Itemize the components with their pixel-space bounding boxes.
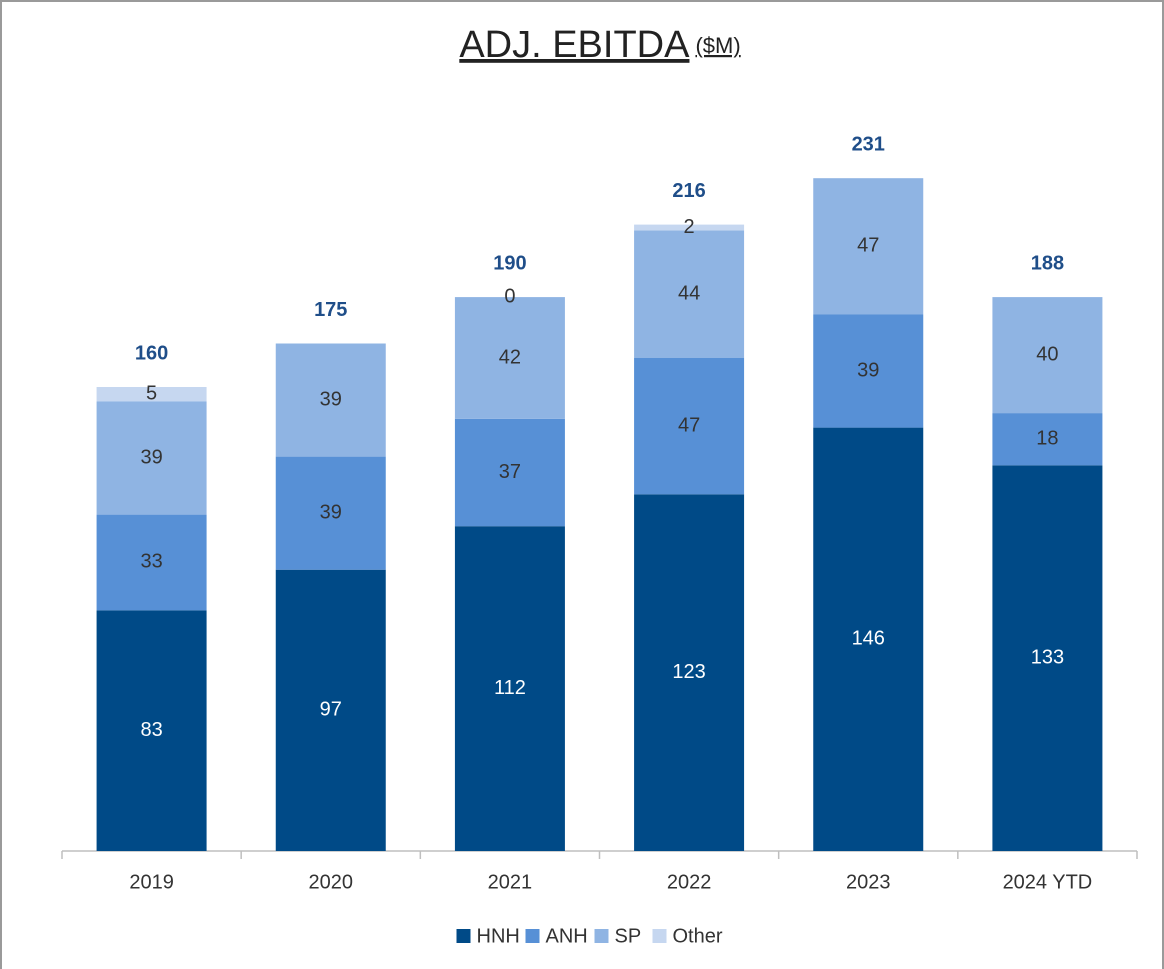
bar-segment — [634, 224, 745, 231]
bar-segment — [96, 401, 207, 515]
bar-segment — [634, 230, 745, 358]
chart-title: ADJ. EBITDA ($M) — [459, 24, 740, 66]
x-tick-label: 2019 — [129, 871, 174, 893]
data-label: 33 — [140, 551, 162, 573]
bar-segment — [454, 418, 565, 527]
total-label: 190 — [493, 252, 526, 274]
bar-segment — [813, 427, 924, 851]
total-label: 175 — [314, 299, 347, 321]
title-unit: ($M) — [695, 33, 740, 58]
bar-segment — [96, 387, 207, 402]
legend-label: HNH — [477, 925, 520, 947]
bar-segment — [992, 465, 1103, 851]
data-label: 39 — [320, 501, 342, 523]
legend-swatch — [652, 929, 667, 943]
x-tick-label: 2021 — [488, 871, 533, 893]
legend-swatch — [456, 929, 471, 943]
data-label: 39 — [140, 446, 162, 468]
data-label: 39 — [320, 388, 342, 410]
bar-segment — [275, 456, 386, 570]
data-label: 2 — [684, 216, 695, 238]
total-label: 231 — [852, 133, 885, 155]
bar-segment — [992, 297, 1103, 414]
bar-segment — [454, 526, 565, 851]
legend-swatch — [594, 929, 609, 943]
data-label: 0 — [504, 285, 515, 307]
total-label: 216 — [672, 180, 705, 202]
x-tick-label: 2022 — [667, 871, 712, 893]
data-label: 123 — [672, 661, 705, 683]
data-label: 42 — [499, 346, 521, 368]
data-label: 97 — [320, 699, 342, 721]
total-label: 188 — [1031, 252, 1064, 274]
bar-segment — [813, 178, 924, 315]
bar-segment — [813, 314, 924, 428]
bar-segment — [634, 358, 745, 495]
data-label: 5 — [146, 383, 157, 405]
x-tick-label: 2024 YTD — [1003, 871, 1093, 893]
bar-segment — [454, 297, 565, 419]
bar-segment — [634, 494, 745, 851]
x-tick-label: 2020 — [309, 871, 354, 893]
bar-segment — [275, 569, 386, 851]
data-label: 133 — [1031, 646, 1064, 668]
legend-label: Other — [673, 925, 723, 947]
data-label: 112 — [494, 677, 526, 699]
data-label: 39 — [857, 359, 879, 381]
data-label: 37 — [499, 461, 521, 483]
x-tick-label: 2023 — [846, 871, 891, 893]
total-label: 160 — [135, 342, 168, 364]
bar-segment — [96, 514, 207, 611]
data-label: 47 — [857, 235, 879, 257]
legend-label: ANH — [546, 925, 588, 947]
data-label: 44 — [678, 282, 700, 304]
title-main: ADJ. EBITDA — [459, 24, 690, 66]
data-label: 146 — [852, 628, 885, 650]
bar-segment — [96, 610, 207, 851]
legend-label: SP — [615, 925, 642, 947]
data-label: 47 — [678, 414, 700, 436]
bar-segment — [275, 343, 386, 457]
data-label: 83 — [140, 719, 162, 741]
data-label: 40 — [1036, 343, 1058, 365]
data-label: 18 — [1036, 427, 1058, 449]
legend-swatch — [525, 929, 540, 943]
bar-segment — [992, 413, 1103, 466]
